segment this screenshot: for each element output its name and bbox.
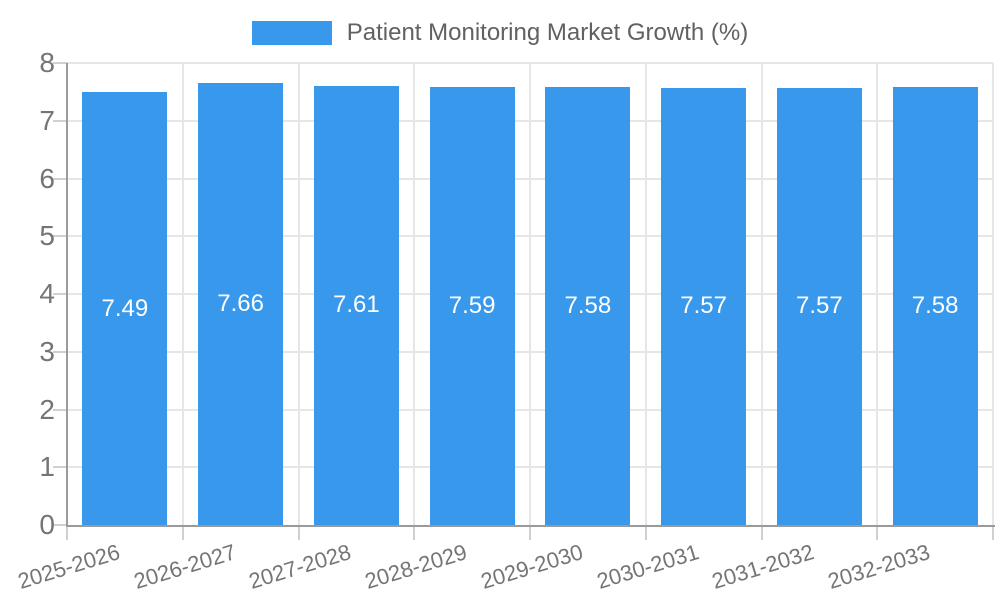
v-gridline: [297, 63, 300, 525]
y-axis-tick: [53, 466, 67, 469]
bar-value-label: 7.58: [911, 292, 959, 320]
x-axis-line: [66, 525, 995, 527]
bar[interactable]: 7.49: [82, 92, 168, 525]
x-axis-tick: [992, 525, 994, 540]
chart-legend[interactable]: Patient Monitoring Market Growth (%): [0, 18, 1000, 48]
bar-value-label: 7.57: [680, 292, 727, 320]
v-gridline: [876, 63, 879, 525]
y-axis-tick: [53, 293, 67, 295]
bar[interactable]: 7.57: [776, 87, 862, 525]
y-tick-label: 1: [39, 451, 55, 483]
bar-value-label: 7.66: [217, 289, 264, 317]
bar[interactable]: 7.61: [313, 85, 399, 525]
v-gridline: [181, 63, 184, 525]
y-tick-label: 0: [39, 509, 55, 540]
x-axis-tick: [181, 525, 184, 540]
y-tick-label: 4: [39, 278, 55, 309]
bar-value-label: 7.59: [448, 291, 496, 319]
y-tick-label: 7: [39, 104, 55, 136]
x-axis-tick: [297, 525, 300, 540]
y-tick-label: 8: [39, 47, 55, 78]
x-axis-tick: [760, 525, 763, 540]
bar[interactable]: 7.66: [198, 82, 284, 525]
v-gridline: [644, 63, 647, 525]
v-gridline: [992, 63, 994, 525]
bar[interactable]: 7.59: [429, 86, 515, 525]
x-axis-tick: [66, 525, 68, 540]
v-gridline: [413, 63, 416, 525]
bar-value-label: 7.57: [796, 292, 843, 320]
y-axis-tick: [53, 177, 67, 180]
y-tick-label: 5: [39, 220, 55, 252]
y-axis-tick: [53, 62, 67, 64]
v-gridline: [760, 63, 763, 525]
y-axis-tick: [53, 524, 67, 526]
y-tick-label: 6: [39, 162, 55, 194]
x-axis-tick: [876, 525, 879, 540]
bar-value-label: 7.61: [333, 291, 380, 319]
legend-swatch-icon: [251, 21, 332, 45]
x-axis-tick: [644, 525, 647, 540]
bar[interactable]: 7.58: [545, 87, 631, 525]
v-gridline: [529, 63, 531, 525]
y-axis-line: [66, 63, 68, 527]
x-axis-tick: [413, 525, 416, 540]
bar-value-label: 7.58: [564, 292, 612, 320]
x-axis-tick: [529, 525, 531, 540]
y-tick-label: 3: [39, 335, 55, 367]
y-axis-tick: [53, 235, 67, 238]
y-axis-tick: [53, 350, 67, 353]
y-axis-tick: [53, 119, 67, 122]
bar[interactable]: 7.57: [661, 87, 747, 525]
y-tick-label: 2: [39, 393, 55, 425]
bar[interactable]: 7.58: [892, 87, 978, 525]
bar-value-label: 7.49: [101, 294, 149, 322]
legend-label: Patient Monitoring Market Growth (%): [346, 19, 749, 46]
y-axis-tick: [53, 408, 67, 411]
